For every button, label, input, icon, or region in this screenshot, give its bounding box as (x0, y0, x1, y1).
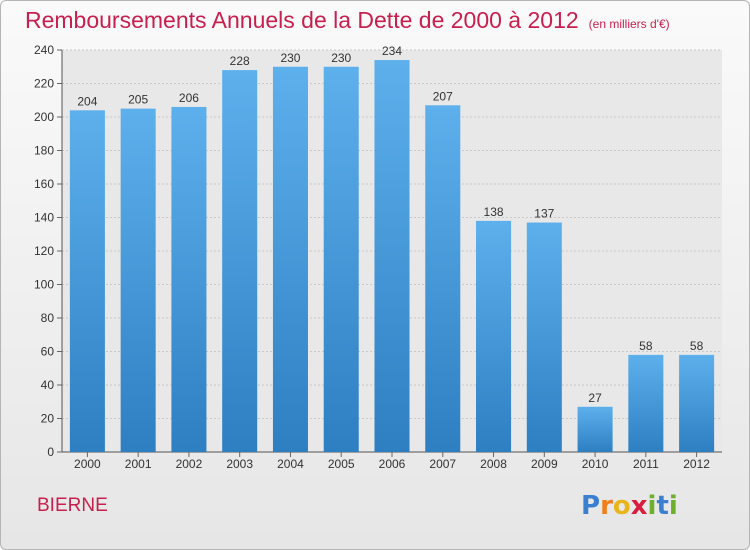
y-tick-label: 220 (34, 77, 54, 91)
bar (323, 66, 359, 452)
data-label: 206 (179, 91, 199, 105)
bar (425, 105, 461, 453)
data-label: 204 (77, 94, 97, 108)
chart-unit: (en milliers d'€) (588, 17, 670, 31)
commune-name: BIERNE (37, 495, 108, 516)
bar (69, 110, 105, 453)
data-label: 230 (280, 51, 300, 65)
y-tick-label: 100 (34, 278, 54, 292)
x-tick-label: 2011 (633, 457, 659, 471)
y-tick-label: 20 (41, 412, 55, 426)
x-tick-label: 2009 (531, 457, 558, 471)
x-tick-label: 2000 (74, 457, 101, 471)
data-label: 58 (690, 339, 704, 353)
x-tick-label: 2007 (429, 457, 456, 471)
logo-letter: P (581, 491, 601, 521)
bar (374, 60, 410, 453)
data-label: 27 (588, 391, 602, 405)
bar (628, 354, 664, 452)
data-label: 205 (128, 93, 148, 107)
data-label: 58 (639, 339, 653, 353)
y-tick-label: 140 (34, 211, 54, 225)
logo-letter: i (668, 491, 678, 521)
bar (679, 354, 715, 452)
data-label: 234 (382, 44, 402, 58)
x-tick-label: 2005 (328, 457, 355, 471)
proxiti-logo: Proxiti (581, 491, 678, 521)
bar (526, 222, 562, 452)
bar (222, 70, 258, 452)
x-tick-label: 2004 (277, 457, 304, 471)
bar (577, 406, 613, 452)
logo-letter: i (647, 491, 657, 521)
y-tick-label: 40 (41, 378, 55, 392)
y-tick-label: 240 (34, 43, 54, 57)
x-tick-label: 2002 (176, 457, 203, 471)
data-label: 207 (433, 89, 453, 103)
y-tick-label: 0 (47, 445, 54, 459)
y-tick-label: 80 (41, 311, 55, 325)
y-tick-label: 160 (34, 177, 54, 191)
bar (171, 106, 207, 452)
x-tick-label: 2006 (379, 457, 406, 471)
data-label: 230 (331, 51, 351, 65)
bar (476, 220, 512, 452)
x-tick-label: 2001 (125, 457, 152, 471)
chart-title-text: Remboursements Annuels de la Dette de 20… (25, 7, 579, 33)
x-tick-label: 2012 (683, 457, 710, 471)
x-tick-label: 2010 (582, 457, 609, 471)
y-tick-label: 180 (34, 144, 54, 158)
logo-letter: r (600, 491, 613, 521)
data-label: 137 (534, 207, 554, 221)
y-tick-label: 120 (34, 244, 54, 258)
x-tick-label: 2008 (480, 457, 507, 471)
logo-letter: t (656, 491, 669, 521)
y-tick-label: 200 (34, 110, 54, 124)
y-tick-label: 60 (41, 345, 55, 359)
logo-letter: x (630, 491, 648, 521)
bar (120, 108, 156, 452)
data-label: 228 (230, 54, 250, 68)
logo-letter: o (612, 491, 631, 521)
data-label: 138 (484, 205, 504, 219)
chart-title: Remboursements Annuels de la Dette de 20… (25, 7, 670, 34)
x-tick-label: 2003 (226, 457, 253, 471)
bar (272, 66, 308, 452)
